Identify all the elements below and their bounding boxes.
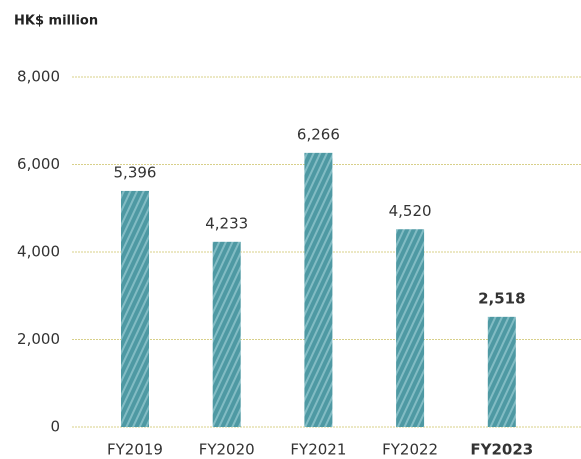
x-tick-label: FY2022: [382, 441, 438, 459]
bar: [396, 229, 425, 427]
bar: [121, 190, 149, 427]
y-tick-label: 8,000: [17, 68, 60, 86]
value-label: 5,396: [114, 163, 157, 181]
x-tick-label: FY2023: [470, 441, 533, 459]
value-label: 4,233: [205, 214, 248, 232]
x-tick-label: FY2019: [107, 441, 163, 459]
x-tick-label: FY2020: [199, 441, 255, 459]
value-label: 6,266: [297, 125, 340, 143]
bar: [487, 316, 516, 427]
value-label: 4,520: [389, 202, 432, 220]
y-tick-label: 6,000: [17, 155, 60, 173]
y-tick-label: 2,000: [17, 330, 60, 348]
y-tick-label: 0: [50, 418, 60, 436]
bar: [304, 152, 333, 428]
y-tick-label: 4,000: [17, 243, 60, 261]
y-axis-title: HK$ million: [14, 14, 98, 29]
x-tick-label: FY2021: [290, 441, 346, 459]
value-label: 2,518: [478, 289, 525, 307]
bar: [212, 241, 241, 427]
